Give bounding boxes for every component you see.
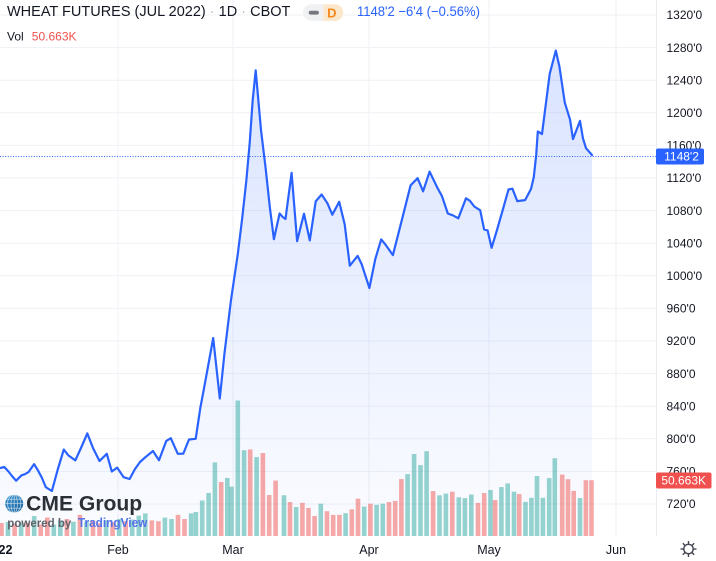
- svg-text:50.663K: 50.663K: [661, 474, 706, 488]
- svg-text:840'0: 840'0: [667, 399, 696, 413]
- svg-text:1280'0: 1280'0: [667, 41, 703, 55]
- svg-text:TradingView: TradingView: [78, 516, 148, 530]
- svg-text:50.663K: 50.663K: [32, 30, 77, 44]
- svg-text:1320'0: 1320'0: [667, 8, 703, 22]
- svg-text:Apr: Apr: [359, 543, 378, 557]
- svg-text:800'0: 800'0: [667, 432, 696, 446]
- svg-text:May: May: [477, 543, 501, 557]
- svg-text:960'0: 960'0: [667, 302, 696, 316]
- svg-text:1240'0: 1240'0: [667, 73, 703, 87]
- svg-text:720'0: 720'0: [667, 497, 696, 511]
- svg-text:920'0: 920'0: [667, 334, 696, 348]
- svg-text:Vol: Vol: [7, 30, 24, 44]
- svg-text:1040'0: 1040'0: [667, 236, 703, 250]
- svg-text:1200'0: 1200'0: [667, 106, 703, 120]
- svg-text:1000'0: 1000'0: [667, 269, 703, 283]
- svg-text:Feb: Feb: [107, 543, 129, 557]
- svg-text:1148'2: 1148'2: [664, 150, 699, 164]
- svg-text:Jun: Jun: [606, 543, 626, 557]
- svg-text:22: 22: [0, 543, 12, 557]
- svg-text:880'0: 880'0: [667, 367, 696, 381]
- svg-text:1080'0: 1080'0: [667, 204, 703, 218]
- svg-text:WHEAT FUTURES (JUL 2022) · 1D: WHEAT FUTURES (JUL 2022) · 1D · CBOT: [7, 4, 291, 20]
- svg-text:D: D: [327, 5, 336, 20]
- svg-text:1148'2 −6'4 (−0.56%): 1148'2 −6'4 (−0.56%): [357, 3, 480, 19]
- svg-text:1120'0: 1120'0: [667, 171, 702, 185]
- svg-text:Mar: Mar: [222, 543, 244, 557]
- svg-text:powered by: powered by: [7, 516, 71, 530]
- svg-text:CME Group: CME Group: [26, 492, 142, 515]
